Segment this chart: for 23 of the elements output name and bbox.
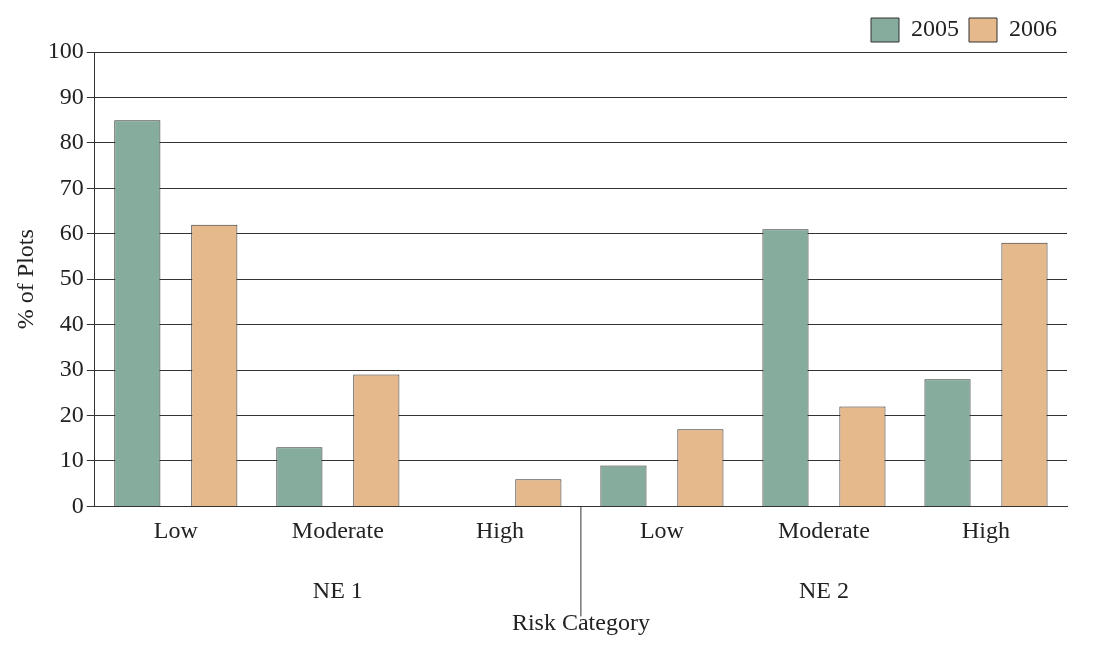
text: NE 2 <box>798 576 849 603</box>
legend-label: 2005 <box>911 15 959 42</box>
y-axis-title: % of Plots <box>11 229 38 330</box>
y-tick-label: 50 <box>59 264 84 291</box>
y-tick-label: 0 <box>71 491 84 518</box>
y-tick-label: 80 <box>59 128 84 155</box>
y-tick-label: 100 <box>47 37 84 64</box>
x-tick-label: Low <box>153 517 199 544</box>
x-axis-title: Risk Category <box>511 608 650 635</box>
x-tick-label: Low <box>639 517 685 544</box>
x-tick-label: Moderate <box>777 517 870 544</box>
y-tick-label: 10 <box>59 446 84 473</box>
x-tick-label: High <box>475 517 524 544</box>
y-tick-label: 20 <box>59 400 84 427</box>
x-tick-label: High <box>961 517 1010 544</box>
y-tick-label: 70 <box>59 173 84 200</box>
y-tick-label: 60 <box>59 219 84 246</box>
y-tick-label: 90 <box>59 82 84 109</box>
text: NE 1 <box>312 576 363 603</box>
legend-label: 2006 <box>1009 15 1057 42</box>
x-tick-label: Moderate <box>291 517 384 544</box>
y-tick-label: 30 <box>59 355 84 382</box>
y-tick-label: 40 <box>59 309 84 336</box>
